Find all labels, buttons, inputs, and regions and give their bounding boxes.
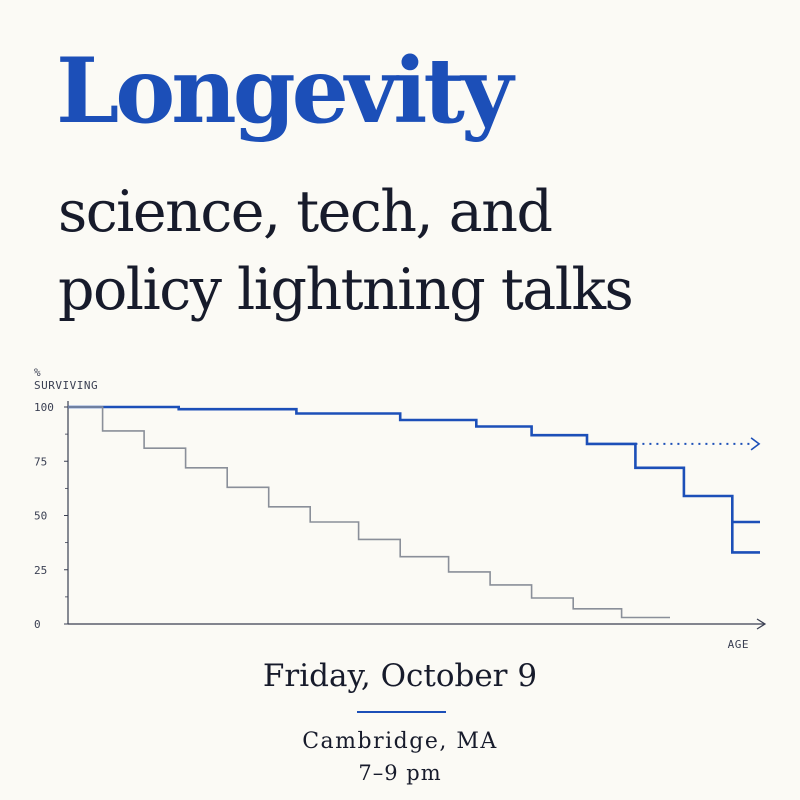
y-tick-label: 75	[34, 455, 47, 468]
event-location: Cambridge, MA	[302, 729, 498, 754]
y-tick-label: 50	[34, 510, 47, 523]
y-axis-title-line-1: %	[34, 366, 41, 379]
x-axis-title: AGE	[728, 638, 749, 651]
y-tick-label: 0	[34, 618, 41, 631]
y-tick-label: 100	[34, 401, 54, 414]
x-axis-arrow-icon	[756, 618, 767, 630]
poster-title: Longevity	[56, 38, 513, 144]
survival-chart: % SURVIVING AGE 0 25 50 75 100	[34, 366, 767, 651]
y-axis-ticks: 0 25 50 75 100	[34, 401, 68, 631]
projection-arrow-icon	[750, 437, 761, 451]
improved-series-line	[68, 405, 760, 554]
event-date: Friday, October 9	[262, 658, 538, 694]
poster-subtitle-line-1: science, tech, and	[58, 179, 553, 245]
y-axis-title: % SURVIVING	[34, 366, 98, 392]
y-tick-label: 25	[34, 564, 47, 577]
divider-rule	[357, 711, 446, 713]
poster-subtitle-line-2: policy lightning talks	[58, 257, 634, 323]
chart-axes	[67, 401, 767, 630]
event-time: 7–9 pm	[358, 761, 442, 785]
baseline-series-line	[68, 406, 670, 619]
chart-series	[68, 405, 761, 619]
y-axis-title-line-2: SURVIVING	[34, 379, 98, 392]
